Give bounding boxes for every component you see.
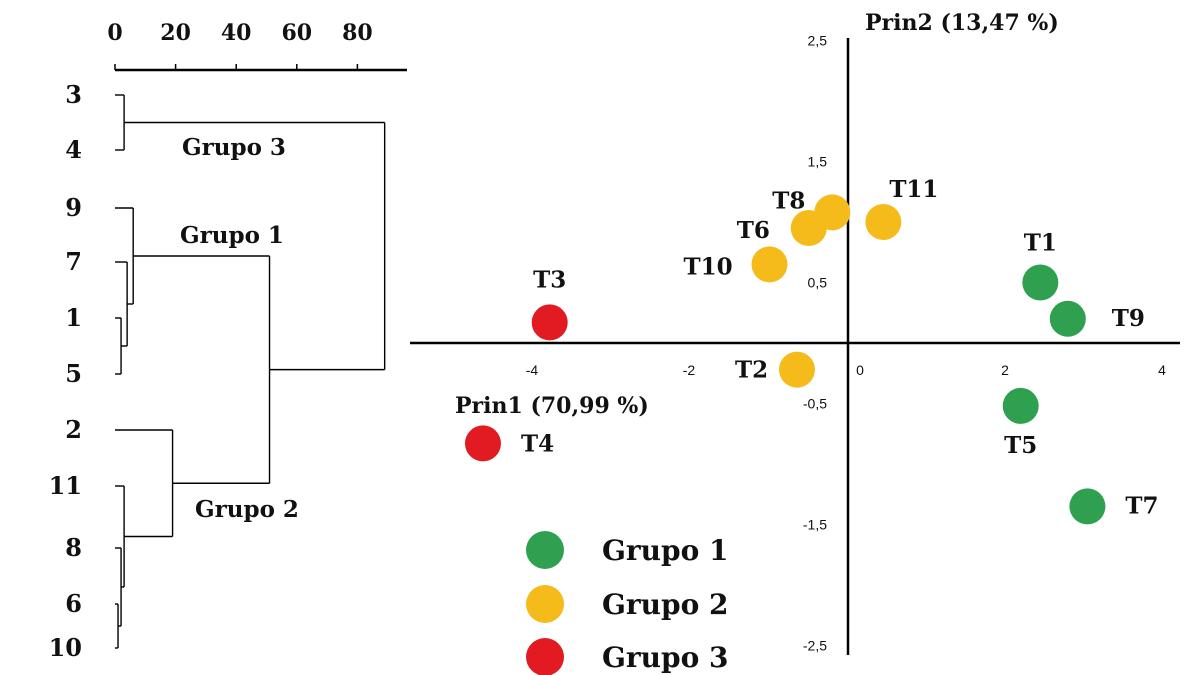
point-label: T9 <box>1112 305 1145 332</box>
point-label: T1 <box>1024 230 1057 257</box>
x-tick-label: 0 <box>856 362 864 378</box>
dendrogram-leaf-label: 9 <box>65 193 82 222</box>
y-tick-label: 1,5 <box>808 154 828 170</box>
x-tick-label: -4 <box>526 362 539 378</box>
y-axis-title: Prin2 (13,47 %) <box>865 10 1059 36</box>
point-label: T2 <box>735 357 768 384</box>
dendrogram-x-tick-label: 0 <box>107 20 122 46</box>
legend-label: Grupo 3 <box>602 641 729 674</box>
dendrogram-leaf-label: 6 <box>65 589 82 618</box>
pca-scatter-plot: -4 -2 0 2 4 2,5 1,5 0,5 -0,5 -1,5 -2,5 Prin2 (13,47… <box>410 10 1180 675</box>
x-tick-label: 2 <box>1001 362 1009 378</box>
point-label: T10 <box>684 253 733 280</box>
legend-marker <box>526 585 564 623</box>
legend-marker <box>526 531 564 569</box>
data-point <box>464 425 501 462</box>
y-tick-label: 2,5 <box>808 33 828 49</box>
data-point <box>1022 264 1059 301</box>
y-tick-label: -2,5 <box>803 638 827 654</box>
legend-label: Grupo 2 <box>602 588 729 621</box>
dendrogram-leaf-label: 7 <box>65 247 82 276</box>
dendrogram-group-label: Grupo 1 <box>180 222 284 249</box>
data-point <box>778 351 815 388</box>
data-point <box>865 204 902 240</box>
dendrogram-x-tick-label: 60 <box>281 20 312 46</box>
data-point <box>531 304 568 341</box>
dendrogram-group-label: Grupo 2 <box>195 496 299 523</box>
dendrogram: 0 20 40 60 80 3 4 9 7 1 5 2 11 8 6 10 Grupo 3 Grupo 1 Grup… <box>49 20 407 662</box>
x-axis-title: Prin1 (70,99 %) <box>455 393 649 419</box>
legend-label: Grupo 1 <box>602 534 729 567</box>
dendrogram-x-tick-label: 40 <box>221 20 252 46</box>
point-label: T7 <box>1125 492 1158 519</box>
point-label: T8 <box>772 187 805 214</box>
dendrogram-leaf-label: 5 <box>65 359 82 388</box>
data-point <box>751 246 788 283</box>
point-label: T11 <box>889 176 938 203</box>
point-label: T4 <box>521 430 554 457</box>
dendrogram-leaf-label: 1 <box>65 303 82 332</box>
dendrogram-leaf-label: 11 <box>49 471 82 500</box>
point-label: T5 <box>1004 432 1037 459</box>
data-point <box>1049 300 1086 337</box>
y-tick-label: -1,5 <box>803 517 827 533</box>
legend-marker <box>526 638 564 675</box>
dendrogram-group-label: Grupo 3 <box>182 134 286 161</box>
x-tick-label: 4 <box>1158 362 1166 378</box>
dendrogram-leaf-label: 2 <box>65 415 82 444</box>
data-point <box>790 210 827 247</box>
dendrogram-x-tick-label: 80 <box>342 20 373 46</box>
x-tick-label: -2 <box>683 362 696 378</box>
dendrogram-leaf-label: 3 <box>65 80 82 109</box>
point-label: T3 <box>533 266 566 293</box>
y-tick-label: -0,5 <box>803 396 827 412</box>
dendrogram-x-tick-label: 20 <box>160 20 191 46</box>
dendrogram-leaf-label: 4 <box>65 135 82 164</box>
data-point <box>1069 488 1106 525</box>
data-point <box>1002 387 1039 424</box>
dendrogram-leaf-label: 8 <box>65 533 82 562</box>
point-label: T6 <box>737 217 770 244</box>
y-tick-label: 0,5 <box>808 275 828 291</box>
dendrogram-leaf-label: 10 <box>49 633 82 662</box>
